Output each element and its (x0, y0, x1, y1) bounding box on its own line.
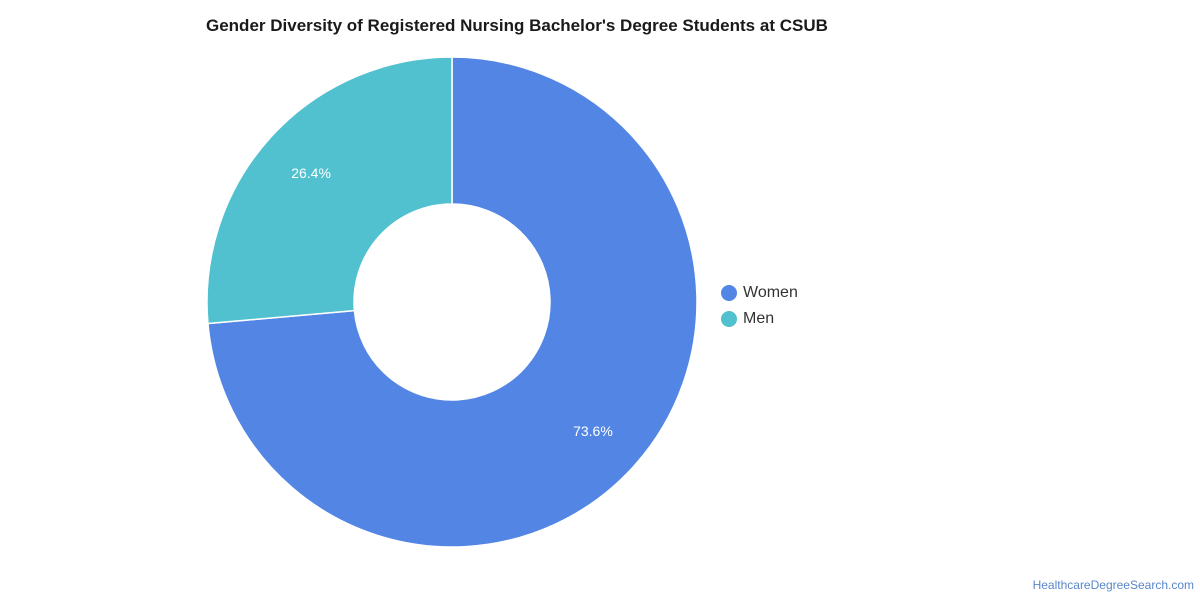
legend-label-men: Men (743, 310, 775, 327)
legend: Women Men (721, 280, 798, 332)
slice-label-women: 73.6% (573, 423, 613, 439)
slice-men[interactable] (206, 56, 453, 325)
legend-swatch-men (721, 311, 737, 327)
chart-title: Gender Diversity of Registered Nursing B… (206, 16, 828, 35)
slice-label-men: 26.4% (291, 165, 331, 181)
legend-item-women[interactable]: Women (721, 280, 798, 306)
slice-women[interactable] (207, 56, 698, 548)
legend-label-women: Women (743, 284, 798, 301)
source-link[interactable]: HealthcareDegreeSearch.com (1032, 578, 1194, 592)
legend-swatch-women (721, 285, 737, 301)
legend-item-men[interactable]: Men (721, 306, 798, 332)
